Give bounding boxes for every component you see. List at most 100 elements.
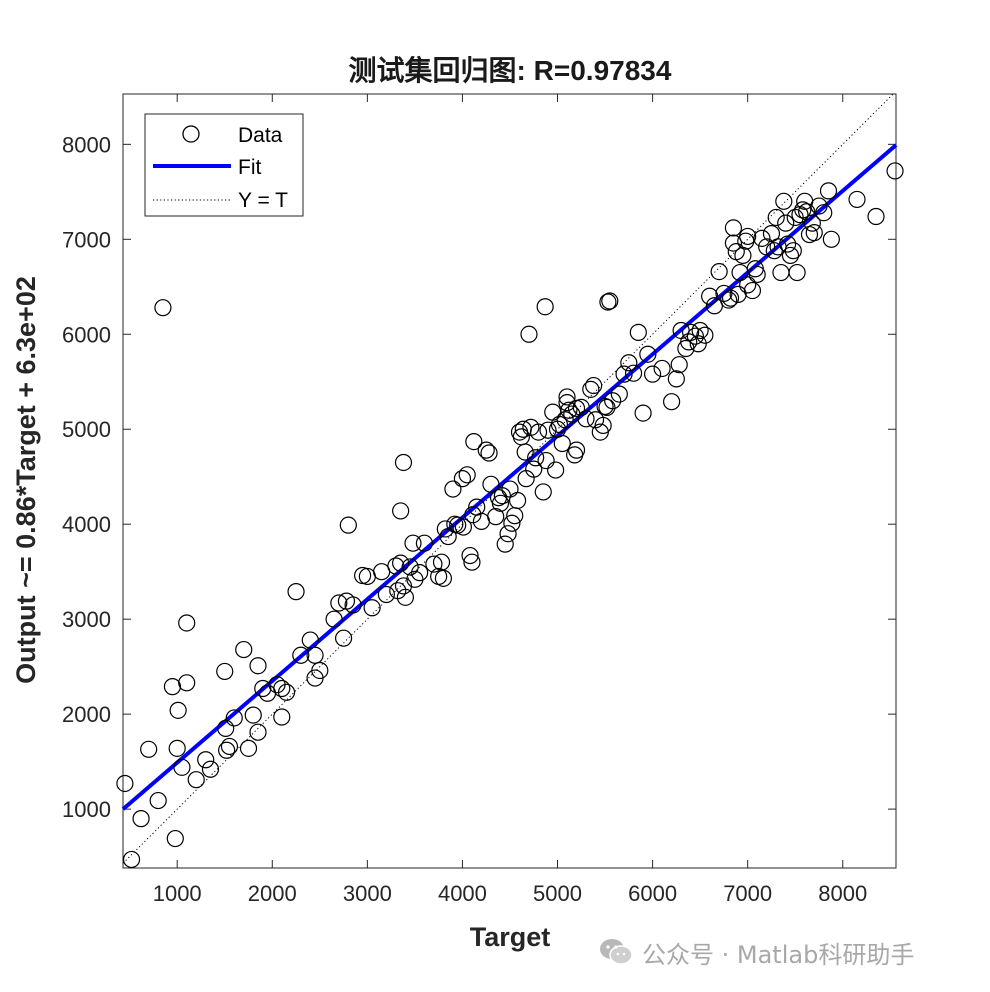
data-point <box>810 197 828 215</box>
data-point <box>287 583 305 601</box>
data-point <box>805 224 823 242</box>
data-point <box>249 657 267 675</box>
data-point <box>550 415 569 434</box>
data-point <box>503 514 521 532</box>
data-point <box>794 201 812 219</box>
data-point <box>464 506 482 524</box>
data-point <box>788 263 806 282</box>
data-point <box>239 739 258 757</box>
data-point <box>334 629 353 647</box>
data-point <box>691 321 709 340</box>
legend-label-data: Data <box>238 124 283 147</box>
data-point <box>775 192 793 210</box>
data-point <box>499 525 517 543</box>
data-point <box>525 460 543 478</box>
data-point <box>363 599 381 617</box>
chart-title: 测试集回归图: R=0.97834 <box>349 55 672 86</box>
data-point <box>696 326 714 344</box>
x-tick-label: 6000 <box>628 881 677 906</box>
data-point <box>520 325 538 343</box>
data-point <box>306 646 324 664</box>
legend-label-fit: Fit <box>238 156 261 179</box>
data-point <box>527 449 545 467</box>
data-point <box>201 760 220 778</box>
data-point <box>553 434 571 453</box>
data-point <box>594 416 612 435</box>
x-axis-title: Target <box>470 922 551 952</box>
data-point <box>601 292 619 310</box>
data-point <box>610 385 628 403</box>
data-point <box>434 569 453 587</box>
data-point <box>508 491 527 510</box>
data-point <box>311 661 329 680</box>
data-point <box>634 404 652 422</box>
data-point <box>377 585 395 604</box>
y-axis-ticks: 1000 2000 3000 4000 5000 6000 7000 8000 <box>62 132 896 822</box>
data-point <box>577 410 595 428</box>
data-point <box>487 508 505 526</box>
data-point <box>643 365 662 383</box>
data-point <box>292 646 310 664</box>
data-point <box>444 480 462 498</box>
data-point <box>724 219 743 237</box>
data-point <box>394 453 413 472</box>
data-point <box>729 285 747 303</box>
data-point <box>458 466 476 484</box>
data-point <box>218 741 236 759</box>
data-point <box>867 207 885 226</box>
data-point <box>187 771 205 789</box>
data-point <box>453 470 472 488</box>
data-point <box>886 162 904 180</box>
data-point <box>615 365 633 383</box>
data-point <box>585 376 603 395</box>
data-point <box>720 291 738 309</box>
x-tick-label: 8000 <box>818 881 867 906</box>
legend-marker-data <box>182 125 200 143</box>
data-point <box>516 443 534 461</box>
data-point <box>739 227 757 246</box>
data-point <box>822 230 840 248</box>
data-point <box>396 588 414 606</box>
data-point <box>539 421 557 439</box>
data-point <box>560 401 578 419</box>
data-point <box>604 392 622 410</box>
data-point <box>710 262 728 281</box>
data-point <box>235 640 253 659</box>
data-point <box>537 451 555 470</box>
data-point <box>220 737 239 756</box>
data-point <box>178 614 196 632</box>
y-tick-label: 5000 <box>62 417 111 442</box>
data-point <box>325 610 343 628</box>
data-point <box>567 441 586 459</box>
data-point <box>536 298 554 316</box>
data-point <box>758 238 776 256</box>
data-point <box>169 701 187 719</box>
data-point <box>653 359 671 378</box>
data-point <box>721 289 740 307</box>
y-axis-title: Output ~= 0.86*Target + 6.3e+02 <box>11 276 41 684</box>
data-point <box>715 284 733 303</box>
data-point <box>168 739 186 757</box>
data-point <box>425 555 443 573</box>
data-point <box>496 535 514 553</box>
data-point <box>273 679 291 698</box>
data-point <box>781 246 800 265</box>
data-point <box>401 558 419 576</box>
data-point <box>582 380 600 398</box>
y-tick-label: 3000 <box>62 607 111 632</box>
data-point <box>406 570 424 588</box>
data-point <box>689 335 707 353</box>
data-point <box>819 182 838 200</box>
data-point <box>753 229 771 247</box>
data-point <box>249 723 267 741</box>
data-point <box>480 444 498 462</box>
watermark-text: 公众号 · Matlab科研助手 <box>642 940 915 969</box>
data-point <box>163 678 182 696</box>
data-point <box>154 299 172 317</box>
data-point <box>454 518 472 536</box>
watermark: 公众号 · Matlab科研助手 <box>598 934 914 970</box>
data-point <box>465 432 483 451</box>
data-point <box>404 534 422 552</box>
data-point <box>798 203 816 221</box>
data-point <box>173 758 191 776</box>
